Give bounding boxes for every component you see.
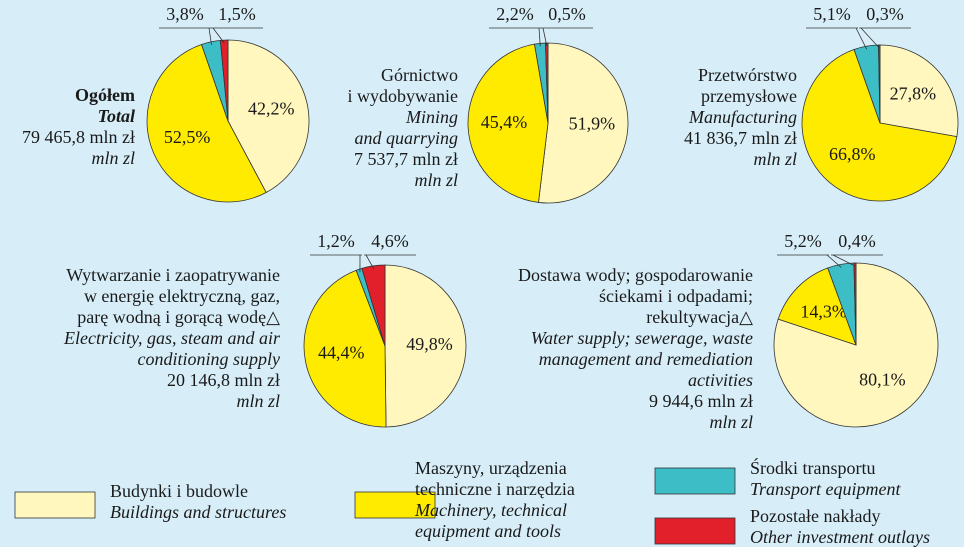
pie-caption: management and remediation	[539, 349, 753, 369]
pie-caption: mln zl	[91, 148, 135, 168]
value-label: 45,4%	[481, 112, 528, 132]
value-label: 0,5%	[548, 4, 586, 24]
legend-swatch	[354, 491, 436, 519]
pie-caption: w energię elektryczną, gaz,	[84, 286, 280, 306]
pie-caption: Wytwarzanie i zaopatrywanie	[66, 265, 280, 285]
leader-line	[538, 27, 541, 47]
pie-slice	[227, 39, 310, 194]
value-label: 14,3%	[800, 302, 847, 322]
value-label: 4,6%	[371, 231, 409, 251]
leader-line	[365, 254, 375, 270]
pie-caption: mln zl	[236, 391, 280, 411]
legend-label: Transport equipment	[750, 479, 902, 499]
leader-line	[855, 27, 867, 50]
value-label: 80,1%	[859, 370, 906, 390]
value-label: 1,5%	[218, 4, 256, 24]
pie-caption: Water supply; sewerage, waste	[531, 328, 753, 348]
legend-label: equipment and tools	[415, 521, 561, 541]
pie-slice	[219, 39, 229, 122]
legend-swatch	[654, 517, 736, 545]
value-label: 3,8%	[166, 4, 204, 24]
pie-caption: 79 465,8 mln zł	[22, 127, 135, 147]
pie-slice	[777, 267, 857, 346]
value-label: 51,9%	[569, 114, 616, 134]
value-label: 49,8%	[406, 334, 453, 354]
pie-caption: przemysłowe	[701, 86, 797, 106]
pie-caption: Górnictwo	[381, 65, 458, 85]
pie-caption: mln zl	[414, 170, 458, 190]
pie-caption: i wydobywanie	[348, 86, 458, 106]
pie-slice	[879, 44, 959, 138]
pie-caption: 41 836,7 mln zł	[684, 128, 797, 148]
value-label: 0,3%	[866, 4, 904, 24]
value-label: 5,2%	[784, 231, 822, 251]
pie-caption: ściekami i odpadami;	[599, 286, 753, 306]
legend-swatch	[14, 491, 96, 519]
value-label: 44,4%	[318, 342, 365, 362]
legend-label: Machinery, technical	[414, 500, 567, 520]
value-label: 0,4%	[838, 231, 876, 251]
pie-caption: mln zl	[709, 412, 753, 432]
leader-line	[212, 27, 225, 44]
legend-label: Budynki i budowle	[110, 481, 248, 501]
pie-caption: Ogółem	[75, 85, 135, 105]
legend-label: Other investment outlays	[750, 527, 930, 547]
pie-caption: conditioning supply	[138, 349, 281, 369]
pie-caption: Manufacturing	[688, 107, 797, 127]
leader-line	[542, 27, 548, 47]
value-label: 5,1%	[813, 4, 851, 24]
leader-line	[860, 27, 880, 49]
pie-caption: activities	[688, 370, 753, 390]
pie-caption: 20 146,8 mln zł	[167, 370, 280, 390]
pie-slice	[361, 264, 386, 347]
pie-slice	[538, 42, 629, 204]
legend-label: Maszyny, urządzenia	[415, 458, 567, 478]
pie-caption: and quarrying	[355, 128, 459, 148]
pie-caption: parę wodną i gorącą wodę△	[77, 307, 280, 327]
pie-caption: Dostawa wody; gospodarowanie	[518, 265, 753, 285]
legend-label: Buildings and structures	[110, 502, 286, 522]
value-label: 27,8%	[890, 84, 937, 104]
value-label: 66,8%	[829, 144, 876, 164]
legend-label: Środki transportu	[750, 457, 876, 478]
pie-caption: 7 537,7 mln zł	[354, 149, 458, 169]
pie-slice	[545, 42, 549, 124]
pie-slice	[878, 44, 881, 124]
pie-caption: Przetwórstwo	[698, 65, 797, 85]
pie-caption: 9 944,6 mln zł	[649, 391, 753, 411]
value-label: 42,2%	[248, 98, 295, 118]
value-label: 2,2%	[496, 4, 534, 24]
leader-line	[208, 27, 212, 45]
pie-slice	[303, 269, 387, 428]
pie-slice	[853, 262, 857, 346]
pie-slice	[467, 43, 549, 203]
leader-line	[832, 254, 856, 267]
legend-swatch	[654, 467, 736, 495]
pie-caption: rekultywacja△	[646, 307, 753, 327]
pie-caption: Total	[98, 106, 135, 126]
pie-caption: Mining	[405, 107, 458, 127]
pie-slice	[146, 43, 267, 203]
pie-slice	[801, 48, 958, 202]
pie-caption: Electricity, gas, steam and air	[63, 328, 281, 348]
value-label: 52,5%	[164, 127, 211, 147]
pie-slice	[384, 264, 467, 428]
legend-label: techniczne i narzędzia	[415, 479, 575, 499]
value-label: 1,2%	[317, 231, 355, 251]
pie-caption: mln zl	[753, 149, 797, 169]
leader-line	[826, 254, 842, 268]
legend-label: Pozostałe nakłady	[750, 506, 880, 526]
